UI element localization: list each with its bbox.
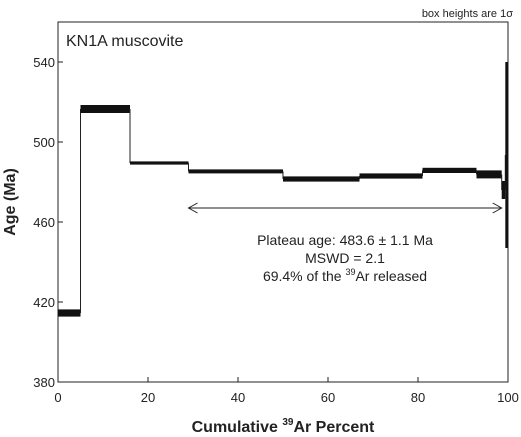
plateau-arrow-head-right [492,202,503,214]
plateau-arrow-head-left [187,202,198,214]
plateau-mswd-text: MSWD = 2.1 [305,250,385,266]
y-tick-label: 500 [33,135,55,150]
age-step-box [58,309,81,317]
corner-note: box heights are 1σ [422,8,513,20]
plateau-release-text: 69.4% of the 39Ar released [263,267,427,284]
x-tick-label: 100 [497,390,519,405]
x-axis-label: Cumulative 39Ar Percent [192,417,375,436]
plateau-age-text: Plateau age: 483.6 ± 1.1 Ma [257,232,433,248]
age-step-box [130,161,189,165]
x-axis-label-sup: 39 [282,417,294,428]
age-step-box [501,181,506,199]
x-axis-label-prefix: Cumulative [192,419,283,436]
y-tick-label: 380 [33,375,55,390]
age-steps [58,62,508,317]
plateau-arrow [187,202,503,214]
age-step-box [422,167,477,173]
age-step-box [476,170,502,179]
x-tick-label: 0 [54,390,61,405]
y-tick-label: 420 [33,295,55,310]
x-tick-label: 40 [231,390,245,405]
x-axis-label-suffix: Ar Percent [293,419,375,436]
plot-frame [57,21,509,383]
y-tick-label: 540 [33,55,55,70]
plateau-release-suffix: Ar released [355,268,427,284]
age-step-box [505,62,508,248]
age-step-box [188,169,283,174]
age-step-box [283,176,360,182]
plateau-release-prefix: 69.4% of the [263,268,346,284]
y-axis-label: Age (Ma) [2,168,19,236]
plateau-release-sup: 39 [345,267,355,277]
y-tick-label: 460 [33,215,55,230]
x-tick-label: 80 [411,390,425,405]
age-step-box [359,173,423,179]
chart-title: KN1A muscovite [66,33,183,50]
axis-ticks: 0 20 40 60 80 100 380 420 460 500 540 [33,55,519,405]
x-tick-label: 60 [321,390,335,405]
age-step-box [80,105,130,113]
x-tick-label: 20 [141,390,155,405]
